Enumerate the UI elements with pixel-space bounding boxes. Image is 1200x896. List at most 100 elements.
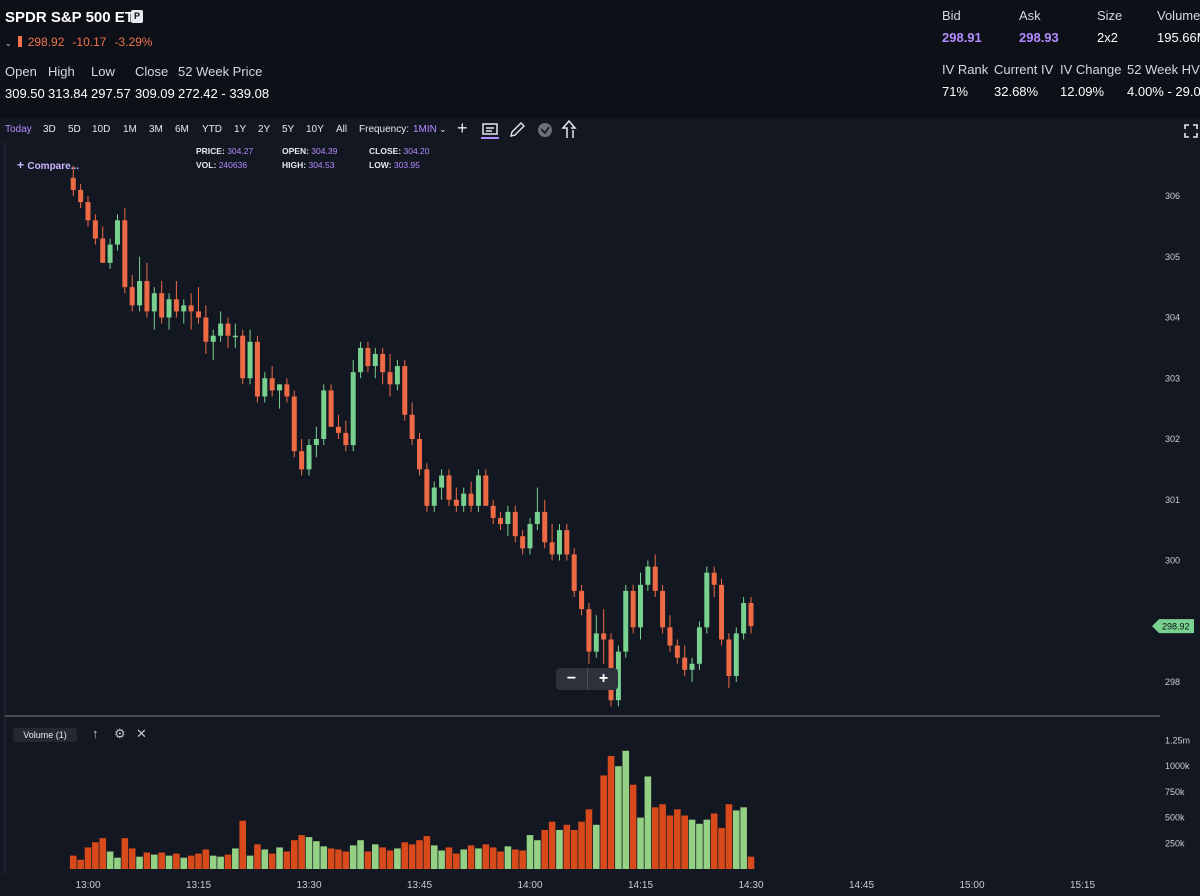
candle-body	[151, 293, 157, 312]
range-1m[interactable]: 1M	[123, 124, 137, 135]
range-ytd[interactable]: YTD	[202, 124, 222, 135]
range-5d[interactable]: 5D	[68, 124, 81, 135]
volume-bar	[313, 841, 320, 869]
price-chart[interactable]: 306 305 304 303 302 301 300 298 1.25m 1000k 750k 50…	[0, 142, 1200, 896]
chart-background	[0, 142, 1200, 896]
chart-type-icon[interactable]	[481, 123, 499, 139]
volume-bar	[187, 855, 195, 869]
current-iv-value: 32.68%	[994, 84, 1039, 99]
close-value: 309.09	[135, 86, 175, 101]
candle-body	[100, 238, 106, 263]
plus-icon: +	[17, 158, 28, 172]
current-iv-label: Current IV	[994, 62, 1054, 77]
range-all[interactable]: All	[336, 124, 348, 135]
time-tick-label: 13:00	[75, 880, 100, 891]
candle-body	[446, 475, 452, 500]
volume-bar	[644, 776, 652, 869]
candle-body	[196, 311, 201, 318]
time-tick-label: 14:45	[849, 880, 874, 891]
range-today[interactable]: Today	[5, 124, 32, 135]
range-2y[interactable]: 2Y	[258, 124, 271, 135]
candle-body	[623, 590, 629, 652]
candle-body	[431, 487, 437, 506]
volume-bar	[128, 848, 136, 869]
price-tick-label: 298	[1165, 677, 1180, 687]
range-10d[interactable]: 10D	[92, 124, 111, 135]
chevron-down-icon[interactable]: ⌄	[439, 124, 447, 134]
volume-bar	[165, 855, 173, 869]
fullscreen-icon[interactable]	[1184, 124, 1198, 138]
range-6m[interactable]: 6M	[175, 124, 189, 135]
time-tick-label: 13:30	[296, 880, 321, 891]
range-10y[interactable]: 10Y	[306, 124, 324, 135]
volume-bar	[482, 844, 490, 869]
compare-button[interactable]: + Compare...	[17, 158, 79, 172]
range-3d[interactable]: 3D	[43, 124, 56, 135]
volume-study-label[interactable]: Volume (1)	[13, 728, 77, 742]
candle-body	[232, 335, 238, 338]
volume-bar	[453, 853, 460, 869]
compare-label: Compare...	[27, 161, 80, 172]
candle-body	[335, 426, 341, 433]
volume-bar	[622, 750, 630, 869]
candle-body	[409, 414, 415, 439]
volume-bar	[77, 859, 84, 869]
candle-body	[667, 627, 673, 646]
candle-body	[483, 475, 489, 506]
price-tick-label: 303	[1165, 373, 1180, 383]
range-1y[interactable]: 1Y	[234, 124, 247, 135]
volume-bar	[151, 854, 158, 869]
ask-label: Ask	[1019, 8, 1041, 23]
volume-bar	[408, 844, 416, 869]
legend-price-value: 304.27	[227, 146, 254, 156]
candle-body	[218, 323, 224, 336]
share-icon[interactable]	[561, 120, 579, 139]
candle-body	[350, 372, 356, 446]
candle-body	[468, 493, 474, 506]
candle-body	[291, 396, 297, 452]
arrow-up-icon[interactable]: ↑	[92, 726, 99, 741]
candle-body	[439, 475, 445, 488]
indicator-icon[interactable]	[537, 122, 553, 138]
candle-body	[549, 542, 555, 555]
volume-bar	[217, 856, 224, 869]
volume-bar	[357, 840, 364, 869]
time-tick-label: 14:30	[738, 880, 763, 891]
ask-value: 298.93	[1019, 30, 1059, 45]
candle-body	[542, 511, 548, 543]
volume-bar	[740, 807, 747, 869]
volume-bar	[563, 824, 571, 869]
legend-vol-label: VOL:	[196, 160, 217, 170]
close-icon[interactable]: ✕	[136, 726, 147, 741]
volume-bar	[372, 844, 379, 869]
zoom-out-button[interactable]: −	[566, 670, 577, 687]
candle-body	[284, 384, 290, 397]
volume-bar	[556, 829, 563, 869]
price-tick-label: 305	[1165, 252, 1180, 262]
volume-bar	[732, 810, 740, 869]
candle-body	[748, 603, 754, 627]
volume-bar	[364, 851, 372, 869]
volume-tick-label: 500k	[1165, 813, 1185, 823]
range-3m[interactable]: 3M	[149, 124, 163, 135]
draw-pencil-icon[interactable]	[508, 122, 526, 139]
exchange-badge: P	[131, 10, 143, 23]
gear-icon[interactable]: ⚙	[114, 726, 126, 741]
candle-body	[579, 590, 585, 610]
zoom-in-button[interactable]: +	[587, 668, 619, 690]
percent-change: -3.29%	[114, 35, 153, 49]
volume-bar	[651, 807, 659, 869]
crosshair-icon[interactable]: +	[457, 118, 468, 138]
volume-bar	[526, 835, 534, 869]
candle-body	[129, 287, 135, 306]
volume-tick-label: 1.25m	[1165, 736, 1190, 746]
volume-bar	[696, 823, 703, 869]
candle-body	[689, 663, 695, 670]
candle-body	[188, 305, 194, 312]
frequency-select[interactable]: 1MIN	[413, 124, 437, 135]
volume-bar	[497, 851, 504, 869]
candle-body	[630, 590, 636, 628]
candle-body	[114, 220, 120, 245]
legend-vol-value: 240636	[218, 160, 248, 170]
range-5y[interactable]: 5Y	[282, 124, 295, 135]
